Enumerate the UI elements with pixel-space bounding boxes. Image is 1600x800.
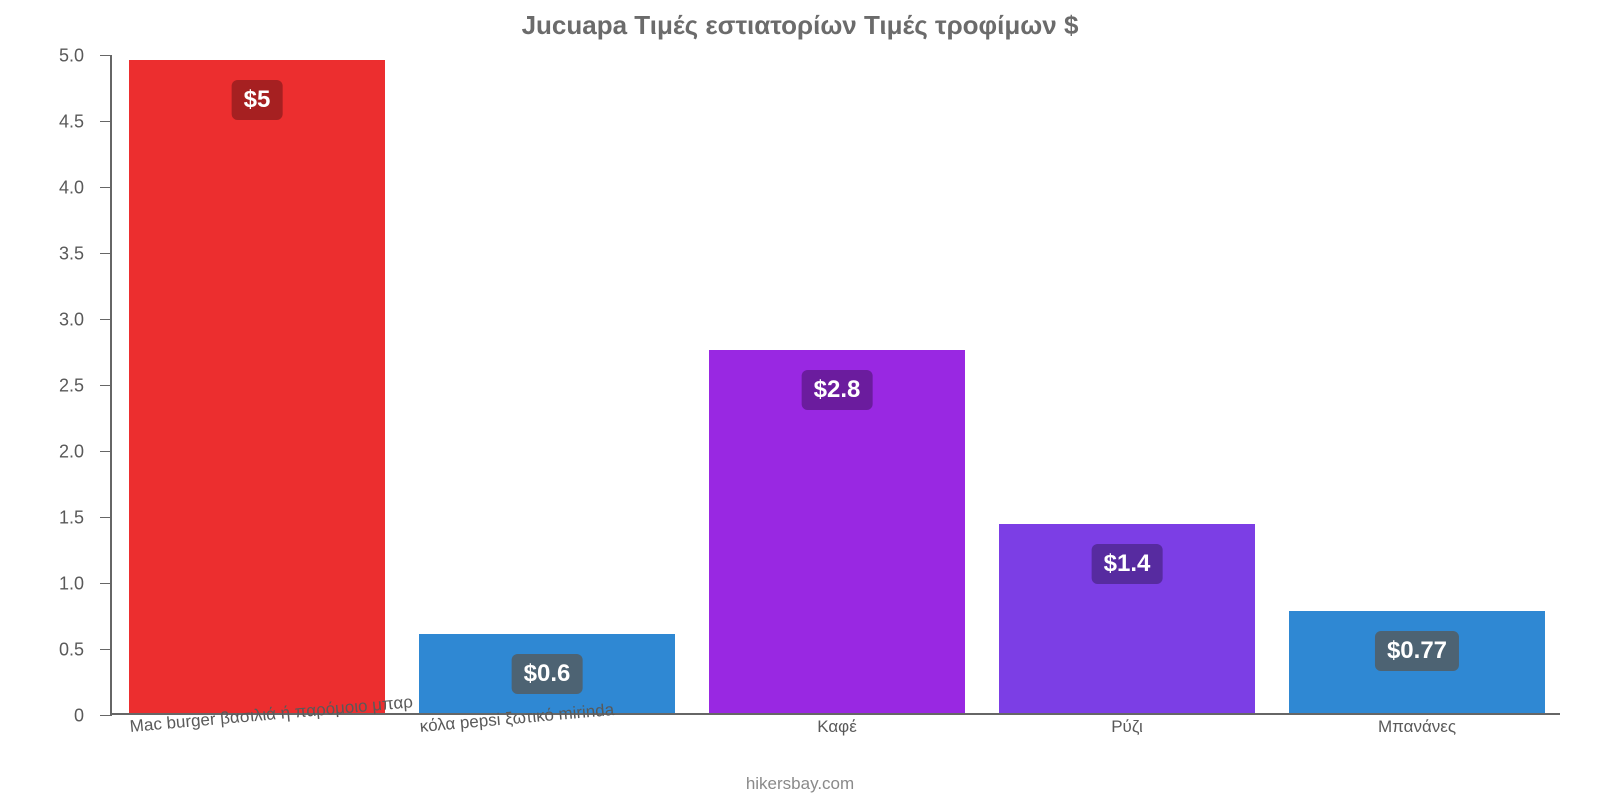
y-tick-label: 1.0: [59, 574, 84, 595]
bar-value-label: $1.4: [1092, 544, 1163, 584]
bar-value-label: $0.77: [1375, 631, 1459, 671]
y-tick-label: 3.5: [59, 244, 84, 265]
y-tick-label: 1.5: [59, 508, 84, 529]
y-tick: 2.5: [100, 385, 112, 386]
y-tick: 0: [100, 715, 112, 716]
y-tick-label: 4.0: [59, 178, 84, 199]
bar: $0.77: [1289, 611, 1544, 713]
y-tick-label: 0.5: [59, 640, 84, 661]
bar-value-label: $5: [232, 80, 283, 120]
y-tick: 0.5: [100, 649, 112, 650]
chart-footer: hikersbay.com: [0, 774, 1600, 794]
bar-value-label: $0.6: [512, 654, 583, 694]
y-tick: 1.5: [100, 517, 112, 518]
y-tick: 2.0: [100, 451, 112, 452]
bar-value-label: $2.8: [802, 370, 873, 410]
y-tick-label: 3.0: [59, 310, 84, 331]
y-tick-label: 2.0: [59, 442, 84, 463]
price-bar-chart: Jucuapa Τιμές εστιατορίων Τιμές τροφίμων…: [0, 0, 1600, 800]
y-tick: 1.0: [100, 583, 112, 584]
x-tick-label: Καφέ: [817, 717, 857, 737]
chart-title: Jucuapa Τιμές εστιατορίων Τιμές τροφίμων…: [0, 10, 1600, 41]
bar: $5: [129, 60, 384, 713]
x-tick-label: Μπανάνες: [1378, 717, 1456, 737]
y-tick-label: 5.0: [59, 46, 84, 67]
y-tick: 4.5: [100, 121, 112, 122]
y-tick-label: 0: [74, 706, 84, 727]
bar: $1.4: [999, 524, 1254, 713]
x-tick-label: Ρύζι: [1111, 717, 1143, 737]
y-tick: 5.0: [100, 55, 112, 56]
y-tick-label: 2.5: [59, 376, 84, 397]
y-tick: 3.0: [100, 319, 112, 320]
bar: $2.8: [709, 350, 964, 713]
y-tick: 4.0: [100, 187, 112, 188]
plot-area: 00.51.01.52.02.53.03.54.04.55.0$5Mac bur…: [110, 55, 1560, 715]
y-tick: 3.5: [100, 253, 112, 254]
y-tick-label: 4.5: [59, 112, 84, 133]
bar: $0.6: [419, 634, 674, 713]
